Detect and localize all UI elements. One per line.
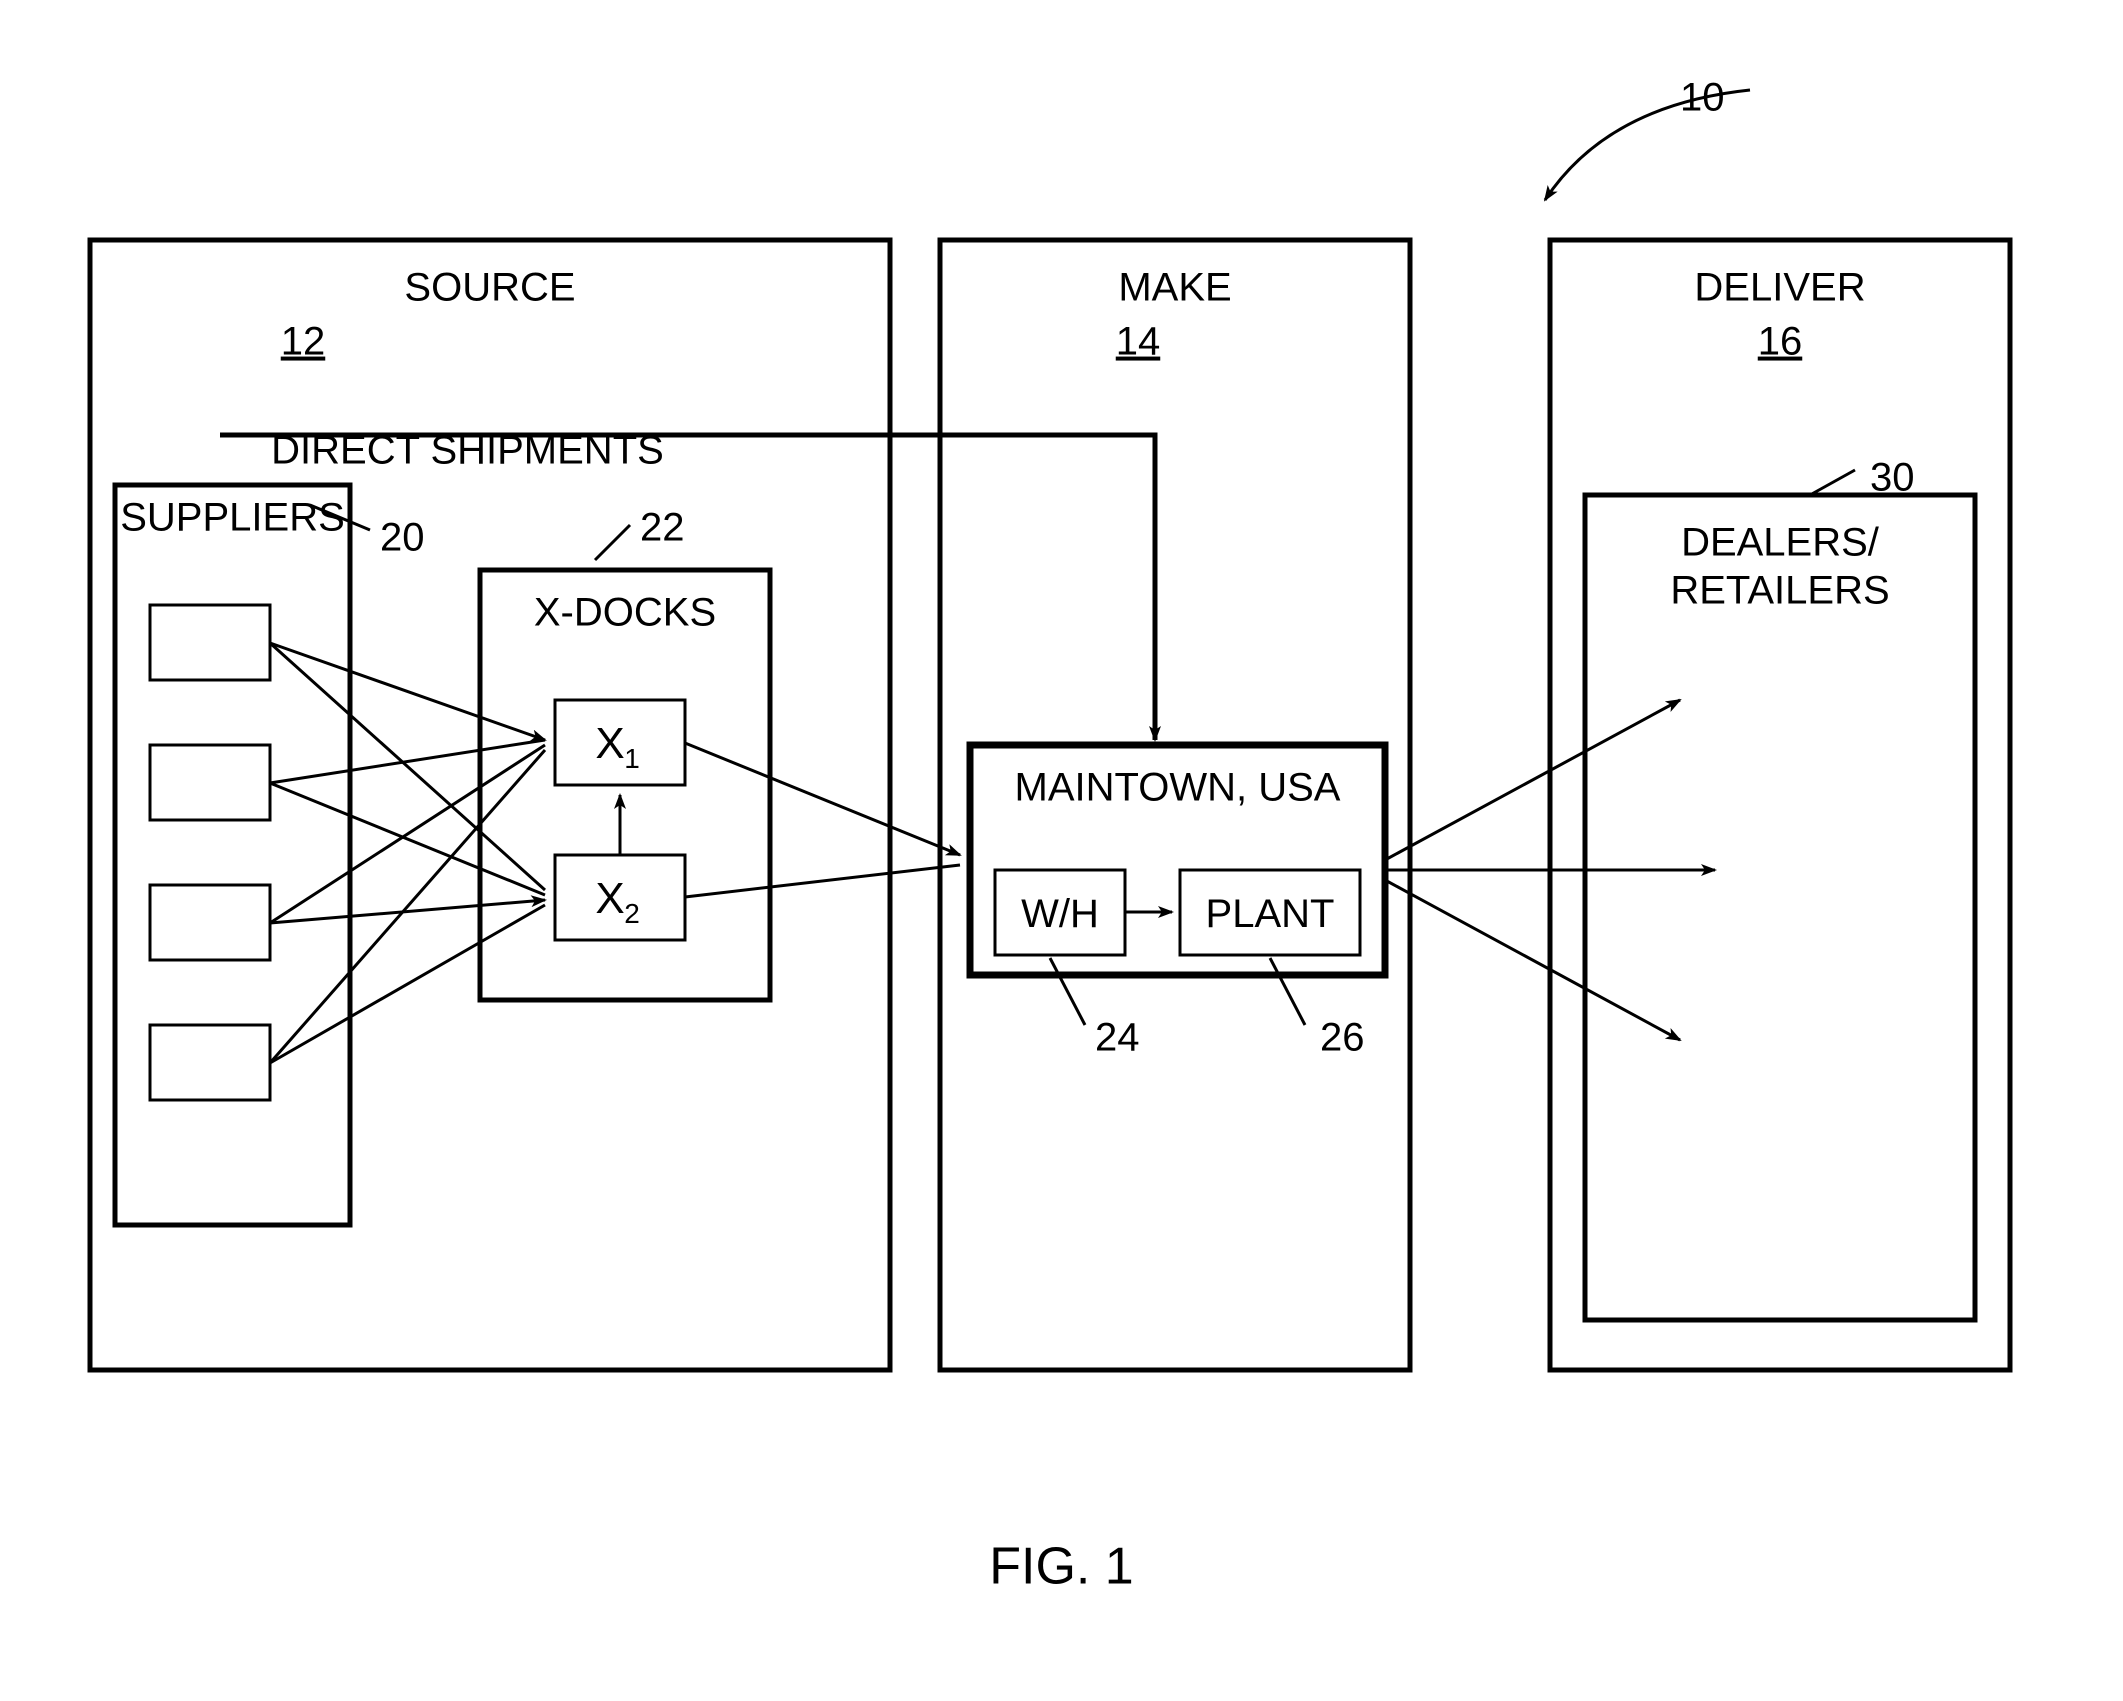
ref-xdocks: 22 — [640, 506, 685, 550]
deliver-title: DELIVER — [1694, 266, 1865, 310]
ref-overall: 10 — [1680, 76, 1725, 120]
x2-sub: 2 — [624, 898, 640, 929]
x1-label: X — [595, 719, 624, 768]
make-title: MAKE — [1118, 266, 1231, 310]
x1-sub: 1 — [624, 743, 640, 774]
ref-dealers: 30 — [1870, 456, 1915, 500]
ref-wh: 24 — [1095, 1016, 1140, 1060]
figure-caption: FIG. 1 — [989, 1538, 1133, 1596]
wh-label: W/H — [1021, 892, 1099, 936]
make-ref: 14 — [1116, 320, 1161, 364]
plant-label: PLANT — [1206, 892, 1335, 936]
dealers-label-1: RETAILERS — [1670, 569, 1889, 613]
x2-label: X — [595, 874, 624, 923]
maintown-label: MAINTOWN, USA — [1015, 766, 1341, 810]
source-title: SOURCE — [404, 266, 575, 310]
ref-plant: 26 — [1320, 1016, 1365, 1060]
suppliers-label: SUPPLIERS — [120, 496, 345, 540]
source-ref: 12 — [281, 320, 326, 364]
deliver-ref: 16 — [1758, 320, 1803, 364]
ref-suppliers: 20 — [380, 516, 425, 560]
dealers-label-0: DEALERS/ — [1681, 521, 1880, 565]
xdocks-label: X-DOCKS — [534, 591, 716, 635]
